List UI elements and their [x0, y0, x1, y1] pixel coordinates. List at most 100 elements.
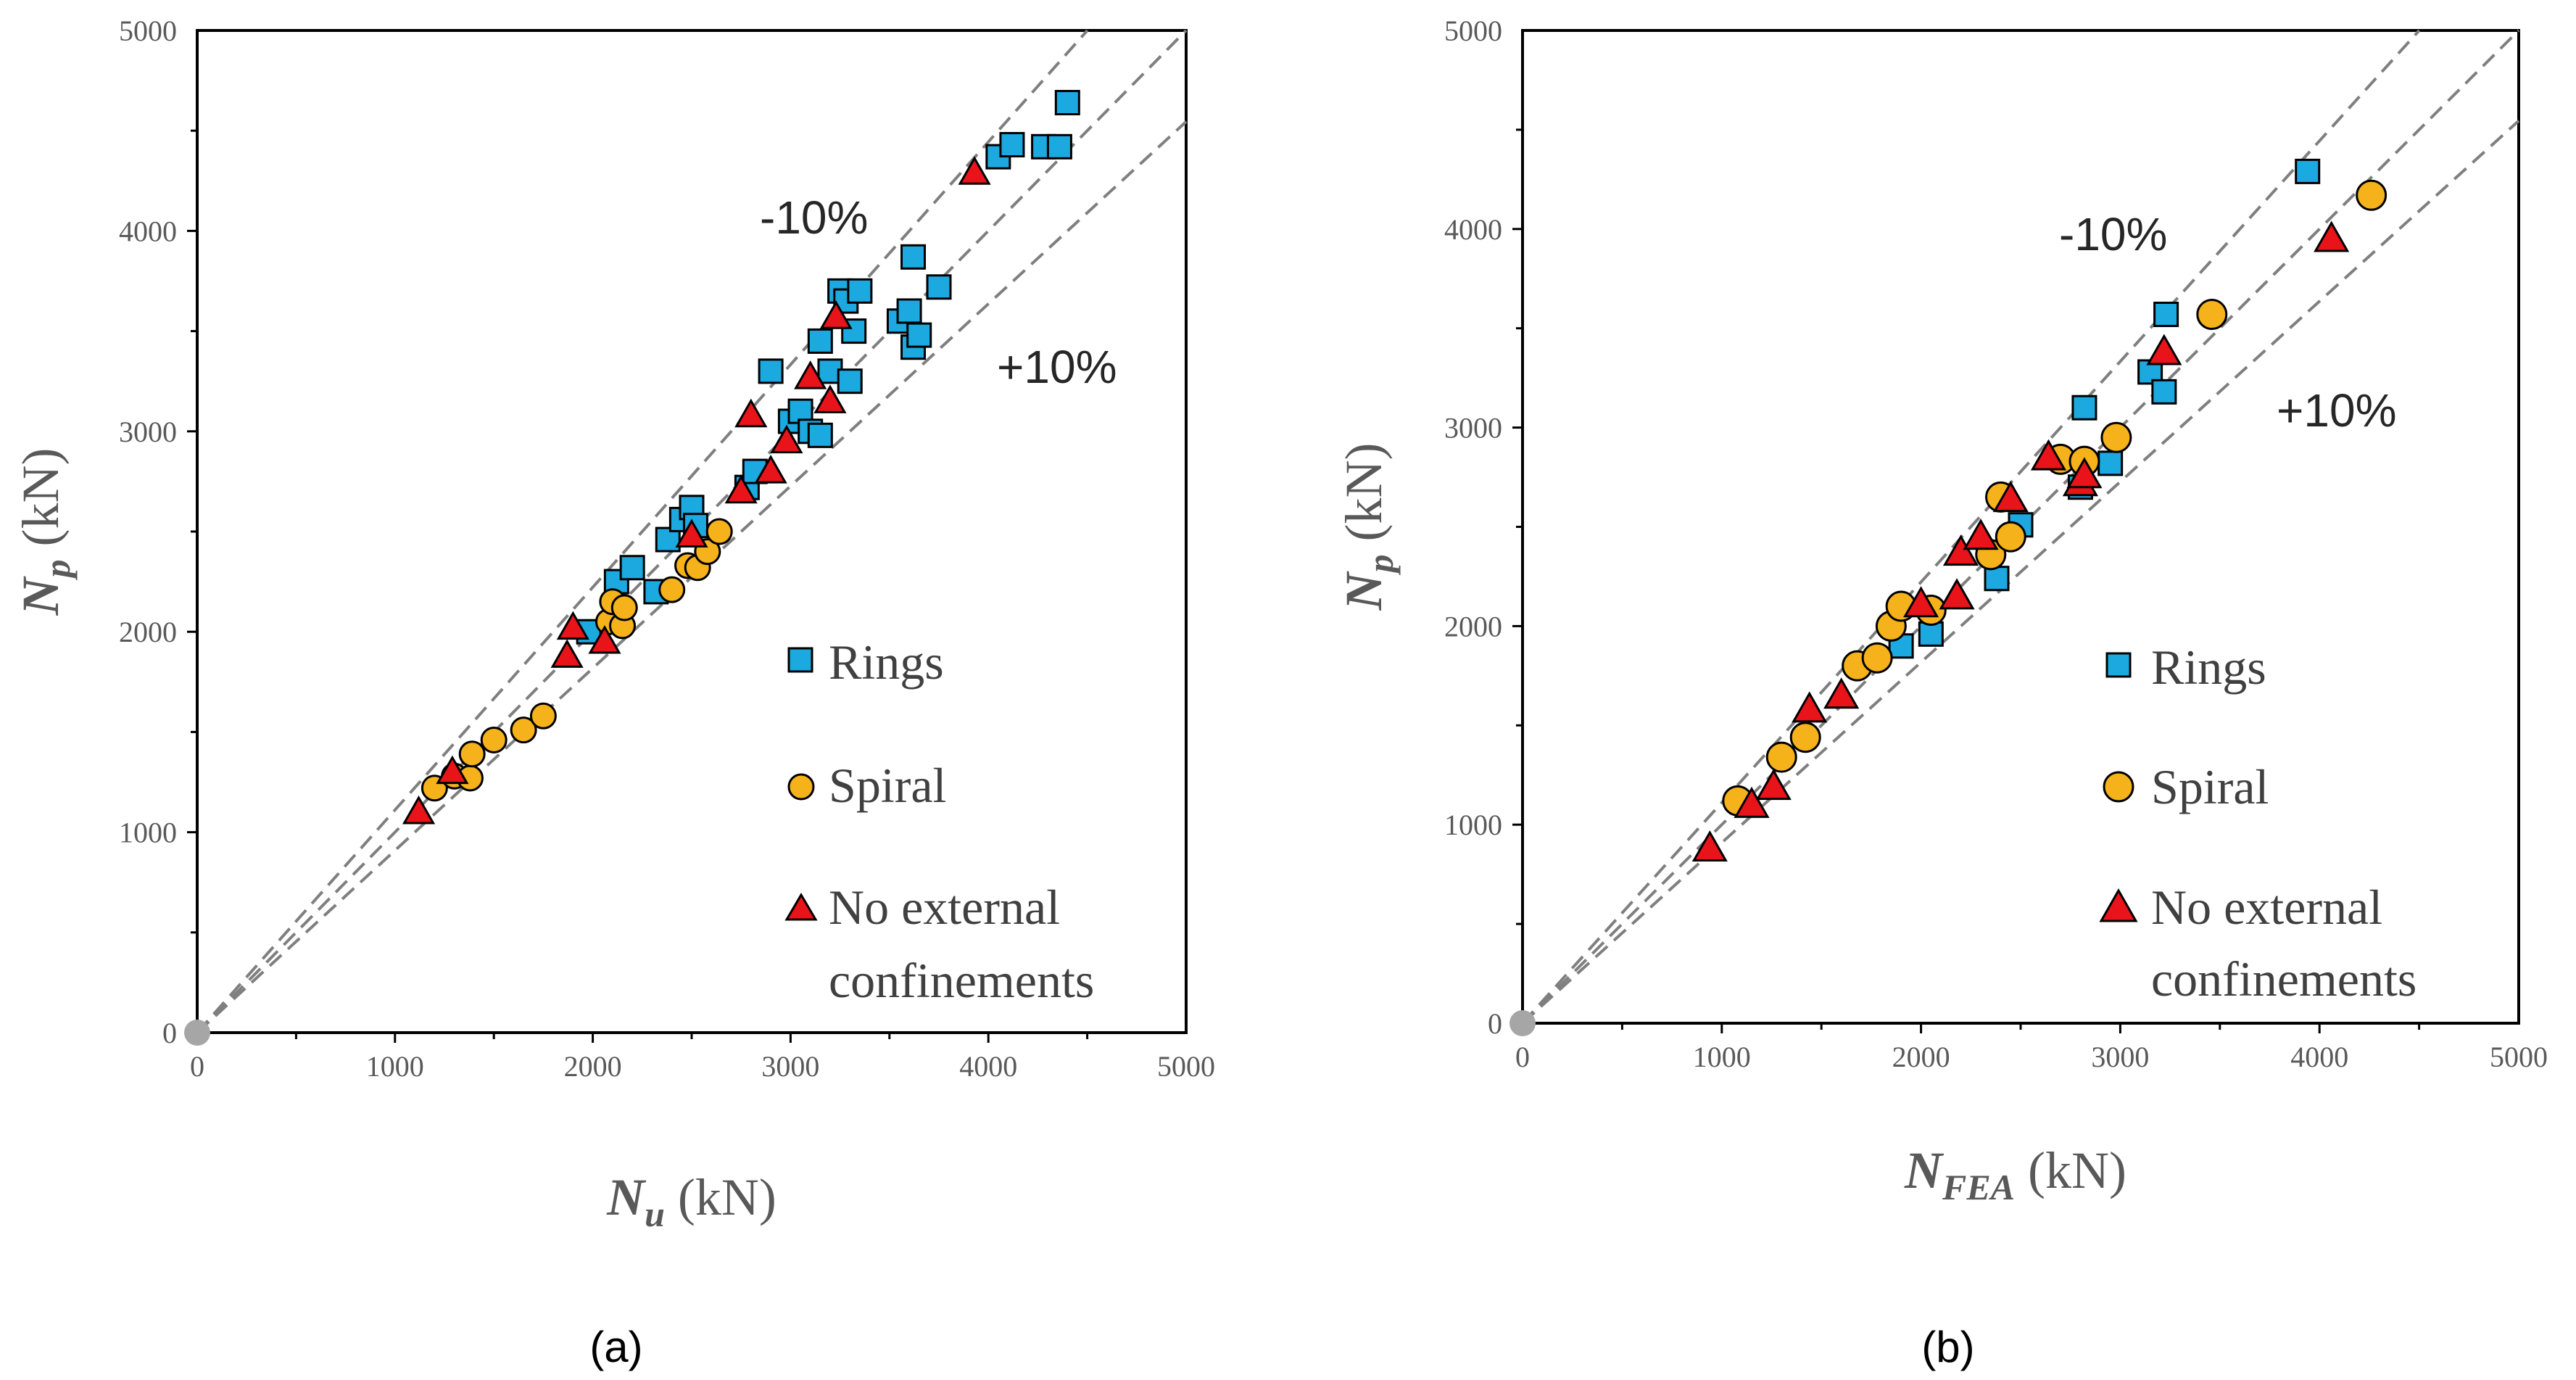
chart-b-point-no-confinement [1691, 830, 1728, 862]
chart-a-x-axis-unit-space [665, 1168, 678, 1226]
chart-b-point-rings [2295, 158, 2321, 184]
chart-a-point-rings [999, 132, 1025, 158]
chart-a-point-spiral [610, 594, 638, 621]
chart-b-x-axis-unit-space [2015, 1141, 2028, 1199]
chart-b-y-axis-subscript: p [1360, 554, 1401, 575]
chart-b-point-no-confinement [2030, 439, 2067, 471]
chart-b-point-no-confinement [2314, 220, 2350, 252]
chart-b-point-no-confinement [2146, 334, 2182, 365]
chart-b-point-no-confinement [1963, 518, 1999, 550]
chart-a-legend: Rings Spiral No external confinements [784, 635, 1094, 1008]
chart-b-x-tick-label: 3000 [2091, 1041, 2149, 1073]
chart-b-y-tick-label: 3000 [1444, 412, 1502, 445]
chart-b-y-axis-title: Np (kN) [1335, 443, 1401, 611]
chart-b-point-spiral [1789, 722, 1821, 753]
chart-a-y-tick-label: 1000 [119, 817, 177, 849]
chart-b-point-no-confinement [1939, 578, 1975, 610]
chart-b-y-tick-label: 5000 [1444, 15, 1502, 47]
chart-b: 0 1000 2000 3000 4000 5000 0 1000 2000 3000 4000 50… [1335, 15, 2548, 1371]
chart-a-point-spiral [458, 740, 486, 768]
chart-a-x-axis-title: Nu (kN) [606, 1168, 776, 1234]
chart-a-point-spiral [480, 726, 508, 753]
chart-b-point-rings [1984, 566, 2010, 592]
chart-a-point-no-confinement [402, 795, 436, 825]
chart-b-point-no-confinement [1755, 769, 1792, 801]
chart-a-point-rings [758, 358, 784, 384]
chart-a-y-tick-label: 2000 [119, 616, 177, 648]
chart-b-legend-spiral-label: Spiral [2151, 759, 2269, 814]
chart-a-y-axis-title: Np (kN) [12, 448, 78, 616]
chart-b-minus-10-label: -10% [2059, 208, 2167, 260]
chart-a-point-no-confinement [819, 300, 853, 329]
chart-a-point-no-confinement [958, 156, 991, 185]
chart-a: 0 1000 2000 3000 4000 5000 0 1000 2000 3000 4000 50… [12, 15, 1215, 1371]
chart-a-legend-none-label-line1: No external [829, 880, 1060, 935]
chart-b-y-axis-unit-space [1335, 541, 1393, 554]
chart-a-x-tick-label: 5000 [1157, 1050, 1215, 1083]
chart-a-y-tick-label: 3000 [119, 416, 177, 448]
chart-a-point-rings [900, 244, 927, 270]
chart-b-y-tick-label: 2000 [1444, 610, 1502, 643]
chart-b-y-tick-label: 4000 [1444, 213, 1502, 246]
chart-b-x-axis-title: NFEA (kN) [1904, 1141, 2126, 1207]
chart-b-x-tick-label: 1000 [1693, 1041, 1751, 1073]
chart-a-ref-line-minus-10 [196, 29, 1089, 1034]
chart-b-point-no-confinement [1823, 677, 1860, 709]
chart-a-point-rings [1054, 90, 1080, 116]
chart-b-point-spiral [2100, 421, 2132, 453]
chart-a-point-no-confinement [794, 360, 827, 389]
chart-b-legend-spiral-marker [2103, 771, 2134, 803]
chart-a-point-no-confinement [754, 455, 787, 484]
chart-b-ref-line-minus-10 [1521, 29, 2421, 1025]
chart-a-marks [184, 90, 1080, 1046]
chart-b-y-tick-label: 0 [1488, 1007, 1502, 1040]
chart-b-point-spiral [1995, 521, 2026, 553]
chart-a-x-axis-unit: (kN) [678, 1168, 776, 1226]
chart-b-point-rings [2071, 394, 2097, 421]
chart-a-y-tick-label: 0 [162, 1017, 177, 1049]
chart-b-legend: Rings Spiral No external confinements [2099, 640, 2416, 1007]
chart-a-legend-none-label-line2: confinements [829, 953, 1094, 1008]
chart-a-legend-none-marker [784, 893, 818, 921]
chart-a-point-rings [847, 278, 873, 304]
chart-b-y-axis-symbol: N [1335, 570, 1393, 611]
chart-b-point-rings [1918, 621, 1944, 647]
chart-b-point-spiral [1861, 642, 1893, 674]
chart-a-point-spiral [705, 518, 733, 545]
chart-a-panel-label: (a) [589, 1323, 642, 1371]
chart-b-point-no-confinement [1903, 586, 1939, 618]
chart-b-x-tick-label: 2000 [1892, 1041, 1950, 1073]
chart-a-y-axis-unit-space [12, 546, 70, 559]
chart-a-y-axis-subscript: p [37, 559, 78, 580]
chart-a-x-tick-label: 0 [190, 1050, 204, 1083]
chart-b-x-tick-label: 5000 [2490, 1041, 2548, 1073]
chart-b-x-axis-symbol: N [1904, 1141, 1945, 1199]
chart-b-x-axis-unit: (kN) [2028, 1141, 2126, 1199]
chart-a-point-rings [926, 274, 952, 300]
chart-a-point-rings [896, 298, 922, 324]
chart-a-y-tick-label: 4000 [119, 215, 177, 247]
chart-a-y-axis-unit: (kN) [12, 448, 70, 547]
chart-b-point-rings [2151, 379, 2177, 405]
chart-b-point-no-confinement [1942, 534, 1979, 566]
chart-a-point-rings [807, 422, 833, 448]
chart-b-legend-none-label-line1: No external [2151, 880, 2382, 935]
chart-a-origin-point [184, 1020, 210, 1046]
chart-b-ticks: 0 1000 2000 3000 4000 5000 0 1000 2000 3000 4000 50… [1444, 15, 2548, 1073]
chart-b-point-spiral [2196, 299, 2228, 331]
chart-b-point-no-confinement [2066, 457, 2103, 489]
chart-a-point-no-confinement [724, 474, 758, 504]
chart-a-plus-10-label: +10% [997, 341, 1117, 393]
chart-a-x-tick-label: 3000 [761, 1050, 819, 1083]
chart-a-point-rings [807, 328, 833, 354]
chart-b-x-tick-label: 4000 [2290, 1041, 2348, 1073]
chart-a-x-tick-label: 4000 [959, 1050, 1017, 1083]
chart-b-plus-10-label: +10% [2277, 384, 2396, 437]
chart-b-legend-rings-marker [2105, 652, 2132, 678]
chart-b-panel-label: (b) [1921, 1323, 1974, 1371]
chart-b-point-spiral [1765, 741, 1797, 773]
chart-b-point-no-confinement [1792, 691, 1828, 723]
chart-b-y-axis-unit: (kN) [1335, 443, 1393, 542]
chart-b-x-tick-label: 0 [1515, 1041, 1530, 1073]
